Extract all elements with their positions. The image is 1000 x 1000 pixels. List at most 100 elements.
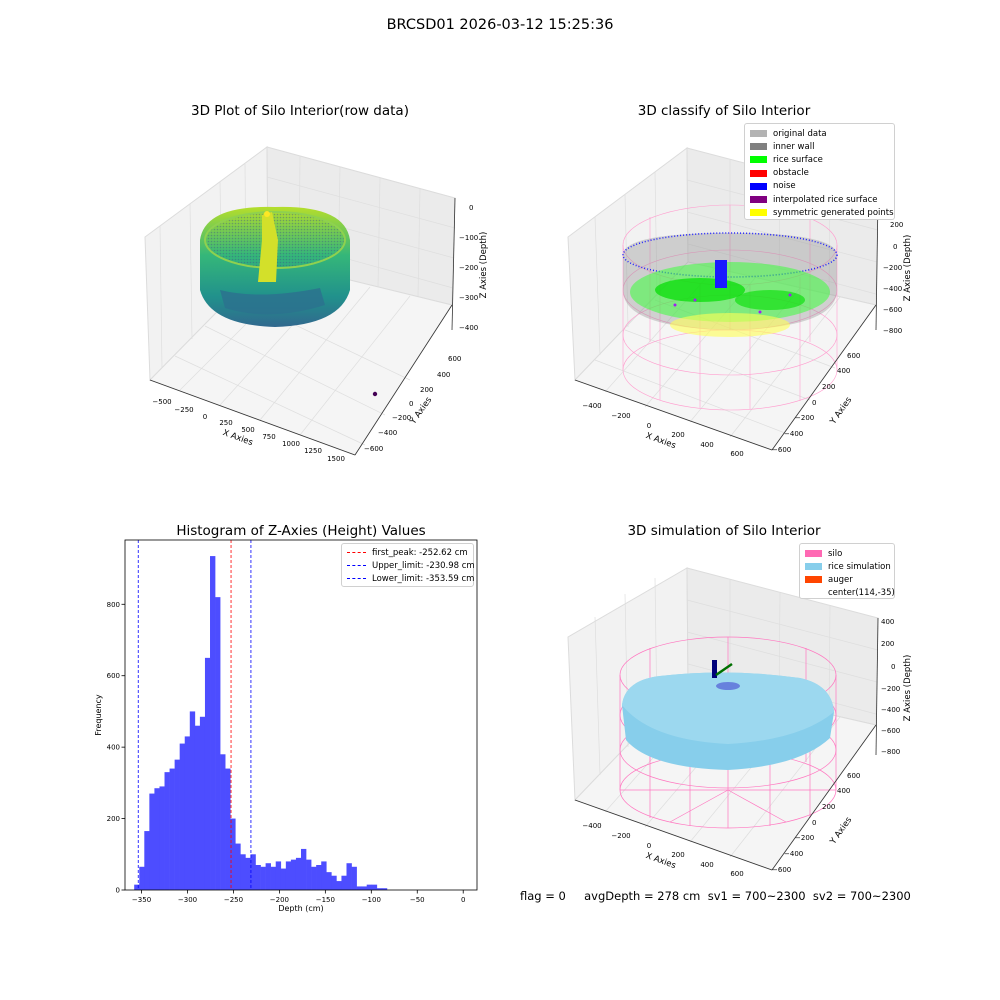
histogram-xtick-label: 0 (461, 896, 465, 904)
raw-ztick: −200 (459, 264, 478, 272)
histogram-bar (366, 884, 373, 890)
legend-swatch (805, 576, 822, 584)
raw-3d-plot: −500 −250 0 250 500 750 1000 1250 1500 6… (144, 146, 489, 463)
raw-xtick: 1000 (282, 440, 300, 448)
classify-ztick: 0 (893, 243, 897, 251)
histogram-bar (356, 886, 362, 890)
classify-xtick: −200 (611, 412, 630, 420)
raw-zlabel: Z Axies (Depth) (479, 232, 489, 299)
legend-label: center(114,-35) (828, 588, 895, 599)
histogram-bar (321, 861, 327, 890)
legend-swatch (750, 196, 767, 204)
classify-ztick: −200 (883, 264, 902, 272)
classify-zlabel: Z Axies (Depth) (903, 235, 913, 302)
histogram-bar (210, 556, 216, 890)
sim-ztick: −400 (881, 706, 900, 714)
legend-label: obstacle (773, 168, 809, 179)
legend-label: rice surface (773, 154, 823, 165)
classify-ytick: 200 (822, 383, 835, 391)
histogram-bar (240, 854, 246, 890)
raw-ztick: −100 (459, 234, 478, 242)
raw-ztick: 0 (469, 204, 473, 212)
legend-item: first_peak: -252.62 cm (347, 546, 468, 559)
histogram-bar (346, 863, 352, 890)
raw-ytick: −400 (378, 429, 397, 437)
classify-ytick: 400 (837, 367, 850, 375)
sim-ytick: 400 (837, 787, 850, 795)
histogram-bar (189, 711, 196, 890)
legend-label: rice simulation (828, 561, 891, 572)
histogram-bar (336, 881, 342, 890)
histogram-xtick-label: −100 (362, 896, 381, 904)
legend-item: noise (750, 180, 889, 193)
histogram-bar (301, 848, 307, 890)
legend-item: original data (750, 127, 889, 140)
raw-ytick: 0 (409, 400, 413, 408)
sim-ytick: −600 (772, 866, 791, 874)
classify-ztick: −800 (883, 327, 902, 335)
histogram-bar (285, 861, 292, 890)
histogram-ytick-label: 0 (116, 887, 120, 895)
legend-swatch (750, 209, 767, 217)
histogram-bar (306, 859, 312, 890)
raw-xtick: 750 (262, 433, 275, 441)
legend-swatch (750, 130, 767, 138)
legend-line (347, 565, 366, 567)
histogram-chart: −350 −300 −250 −200 −150 −100 −50 0 0 200 400 600 8… (94, 539, 478, 913)
sim-ytick: 600 (847, 772, 860, 780)
classify-xtick: 400 (700, 441, 713, 449)
histogram-bar (326, 872, 332, 890)
histogram-bar (230, 818, 236, 890)
legend-line (347, 578, 366, 580)
histogram-bar (250, 854, 256, 890)
histogram-ytick-label: 600 (107, 672, 120, 680)
raw-ytick: 200 (420, 386, 433, 394)
legend-item: rice surface (750, 153, 889, 166)
classify-xtick: 200 (671, 431, 684, 439)
histogram-bar (341, 875, 347, 890)
legend-swatch (750, 182, 767, 190)
histogram-legend: first_peak: -252.62 cm Upper_limit: -230… (341, 543, 475, 587)
histogram-bar (295, 857, 302, 890)
histogram-bar (331, 875, 337, 890)
histogram-bar (139, 866, 145, 890)
sim-ztick: −800 (881, 748, 900, 756)
classify-xtick: 0 (647, 422, 651, 430)
histogram-xtick-label: −150 (316, 896, 335, 904)
legend-item: Upper_limit: -230.98 cm (347, 559, 475, 572)
classify-ylabel: Y Axies (828, 395, 855, 427)
histogram-bar (265, 863, 271, 890)
histogram-bar (260, 866, 266, 890)
raw-xtick: 0 (203, 413, 207, 421)
raw-xtick: −500 (152, 398, 171, 406)
raw-xtick: 1500 (327, 455, 345, 463)
sim-ytick: 200 (822, 803, 835, 811)
legend-label: Upper_limit: -230.98 cm (372, 560, 475, 571)
legend-label: symmetric generated points (773, 207, 894, 218)
histogram-bar (275, 861, 282, 890)
histogram-bar (245, 857, 251, 890)
classify-xtick: 600 (730, 450, 743, 458)
raw-ztick: −400 (459, 324, 478, 332)
legend-item: symmetric generated points (750, 206, 894, 219)
sim-ztick: 400 (881, 618, 894, 626)
classify-xtick: −400 (582, 402, 601, 410)
histogram-bar (381, 888, 388, 890)
histogram-bar (154, 788, 160, 890)
histogram-bar (215, 597, 221, 890)
legend-item: interpolated rice surface (750, 193, 889, 206)
histogram-bar (184, 736, 191, 890)
histogram-bar (199, 716, 206, 890)
histogram-xtick-label: −350 (132, 896, 151, 904)
raw-plot-title: 3D Plot of Silo Interior(row data) (191, 103, 409, 119)
histogram-xtick-label: −50 (410, 896, 425, 904)
status-footer: flag = 0 avgDepth = 278 cm sv1 = 700~230… (520, 889, 911, 903)
histogram-bar (255, 865, 261, 890)
histogram-bar (290, 859, 297, 890)
histogram-bar (194, 725, 201, 890)
sim-ylabel: Y Axies (828, 815, 855, 847)
histogram-ytick-label: 400 (107, 744, 120, 752)
legend-swatch (805, 550, 822, 558)
histogram-bar (316, 865, 322, 890)
legend-line (347, 552, 366, 554)
